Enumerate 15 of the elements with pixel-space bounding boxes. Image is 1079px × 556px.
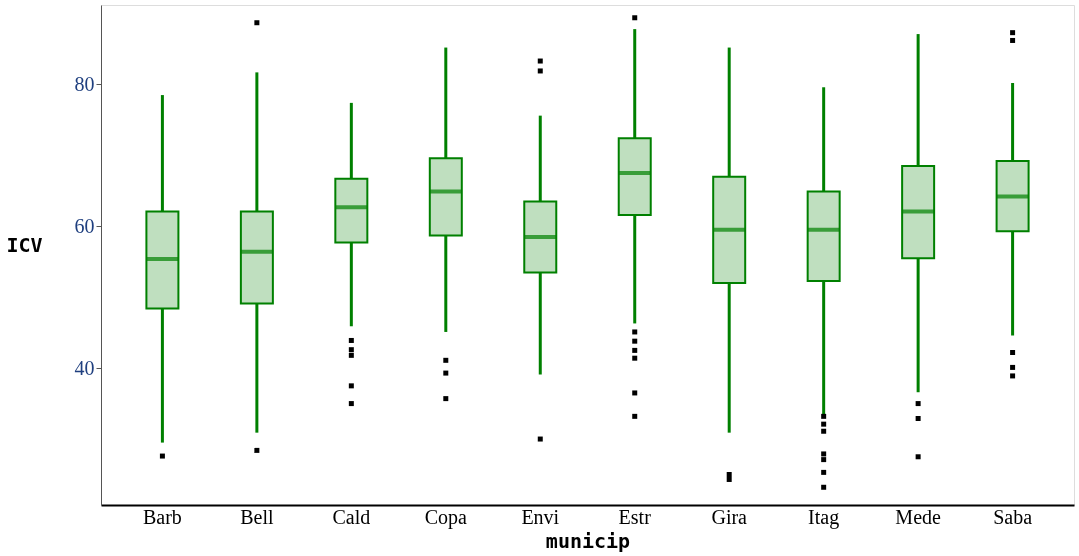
x-tick-label: Estr [618,505,652,528]
x-axis-title: municip [545,528,631,553]
y-tick-label: 80 [74,72,95,95]
x-tick-label: Barb [142,505,182,528]
x-tick-label: Itag [808,505,840,529]
y-tick-label: 40 [74,356,95,379]
x-tick-label: Bell [240,505,274,528]
x-tick-label: Cald [332,505,371,528]
x-tick-label: Saba [993,505,1033,528]
x-tick-label: Copa [424,505,468,529]
x-tick-label: Envi [521,505,560,528]
y-axis-title: ICV [6,232,43,257]
x-tick-label: Mede [895,505,942,528]
x-tick-label: Gira [711,505,748,528]
y-tick-label: 60 [74,214,95,237]
